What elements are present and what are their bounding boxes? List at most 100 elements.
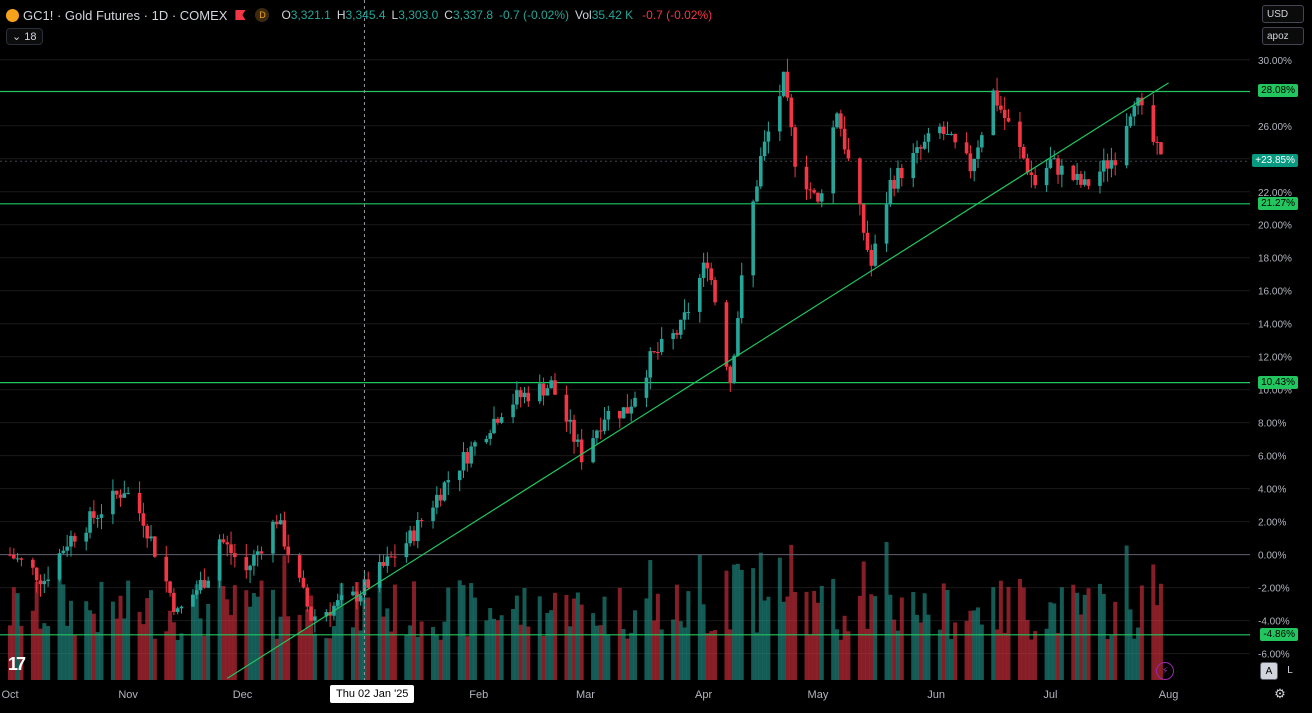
volume-bar	[38, 628, 43, 680]
candle-body	[84, 532, 89, 542]
currency-select[interactable]: USD	[1262, 5, 1304, 23]
candle-body	[549, 380, 553, 389]
candle-body	[1029, 172, 1034, 175]
volume-bar	[1086, 588, 1091, 680]
candle-body	[1113, 160, 1118, 166]
y-axis: 30.00%26.00%24.00%22.00%20.00%18.00%16.0…	[1258, 56, 1292, 661]
candle-body	[362, 579, 367, 596]
candle-body	[69, 535, 73, 547]
volume-bar	[415, 636, 420, 680]
y-tick-label: 10.00%	[1258, 386, 1292, 397]
y-tick-label: 4.00%	[1258, 485, 1286, 496]
volume-bar	[918, 622, 923, 680]
x-tick-label: Mar	[576, 689, 595, 701]
candle-body	[1056, 158, 1060, 175]
indicators-toggle-button[interactable]: ⌄ 18	[6, 28, 43, 45]
volume-bar	[976, 607, 981, 680]
candle-body	[686, 311, 691, 313]
volume-bar	[469, 583, 474, 680]
candle-body	[701, 262, 706, 278]
volume-bar	[953, 622, 958, 680]
candle-body	[732, 355, 736, 383]
auto-scale-button[interactable]: A	[1260, 662, 1278, 680]
volume-bar	[88, 610, 93, 680]
candle-body	[19, 558, 24, 560]
log-scale-button[interactable]: L	[1287, 664, 1293, 676]
y-tick-label: 6.00%	[1258, 452, 1286, 463]
candle-body	[46, 579, 50, 581]
scale-select[interactable]: apoz	[1262, 27, 1304, 45]
volume-bar	[431, 627, 436, 680]
candle-body	[515, 390, 519, 405]
candle-body	[484, 438, 489, 443]
candle-body	[99, 514, 104, 518]
y-tick-label: 30.00%	[1258, 56, 1292, 67]
volume-bar	[309, 595, 314, 680]
gold-icon	[6, 8, 19, 22]
volume-bar	[991, 587, 996, 680]
candle-body	[469, 446, 473, 464]
candle-body	[865, 232, 870, 250]
volume-bar	[1132, 638, 1137, 680]
volume-bar	[141, 624, 146, 680]
symbol-title[interactable]: GC1! · Gold Futures · 1D · COMEX	[23, 7, 228, 23]
candle-body	[499, 417, 504, 423]
symbol-header: GC1! · Gold Futures · 1D · COMEX D O 3,3…	[6, 6, 712, 24]
candle-body	[804, 166, 809, 190]
flag-icon[interactable]	[235, 10, 246, 20]
volume-bar	[229, 615, 234, 680]
volume-bar	[114, 618, 119, 680]
candle-body	[442, 482, 447, 501]
candle-body	[1082, 179, 1087, 185]
volume-bar	[65, 625, 70, 680]
trendline-line	[226, 82, 1169, 679]
volume-bar	[949, 639, 954, 680]
volume-bar	[350, 627, 355, 680]
candle-body	[1048, 159, 1053, 168]
volume-bar	[434, 634, 439, 680]
candle-body	[911, 152, 916, 179]
open-key: O	[281, 8, 291, 22]
volume-bar	[838, 639, 843, 680]
volume-bar	[1075, 592, 1080, 680]
volume-bar	[766, 596, 771, 680]
gear-icon[interactable]: ⚙	[1274, 686, 1286, 701]
candle-body	[861, 204, 866, 233]
candle-body	[705, 262, 710, 269]
volume-bars	[8, 541, 1163, 680]
candle-body	[488, 433, 492, 439]
candle-body	[606, 410, 611, 420]
volume-bar	[1124, 545, 1129, 680]
volume-bar	[751, 568, 756, 680]
volume-bar	[331, 626, 336, 680]
close-key: C	[444, 8, 453, 22]
candle-body	[309, 606, 313, 621]
candle-body	[1075, 173, 1079, 180]
volume-bar	[495, 620, 500, 680]
volume-bar	[198, 618, 203, 680]
candle-body	[709, 268, 714, 281]
volume-bar	[232, 585, 237, 680]
volume-bar	[1128, 609, 1133, 680]
candle-body	[522, 392, 527, 398]
tradingview-logo-icon[interactable]: 17	[8, 654, 26, 674]
candle-body	[758, 156, 763, 187]
volume-bar	[46, 626, 51, 680]
current-price-label: +23.85%	[1252, 154, 1298, 168]
volume-bar	[145, 598, 150, 680]
volume-bar	[1155, 605, 1160, 680]
candle-body	[659, 338, 664, 353]
candle-body	[255, 551, 260, 555]
volume-bar	[68, 600, 73, 680]
x-tick-label: Jun	[927, 689, 945, 701]
volume-bar	[248, 606, 253, 680]
candle-body	[698, 277, 702, 312]
volume-bar	[979, 624, 984, 680]
volume-bar	[126, 580, 131, 680]
volume-bar	[335, 602, 340, 680]
volume-bar	[1006, 586, 1011, 680]
volume-bar	[972, 610, 977, 680]
candle-body	[991, 90, 996, 136]
lightning-icon[interactable]: ⚡	[1156, 662, 1174, 680]
